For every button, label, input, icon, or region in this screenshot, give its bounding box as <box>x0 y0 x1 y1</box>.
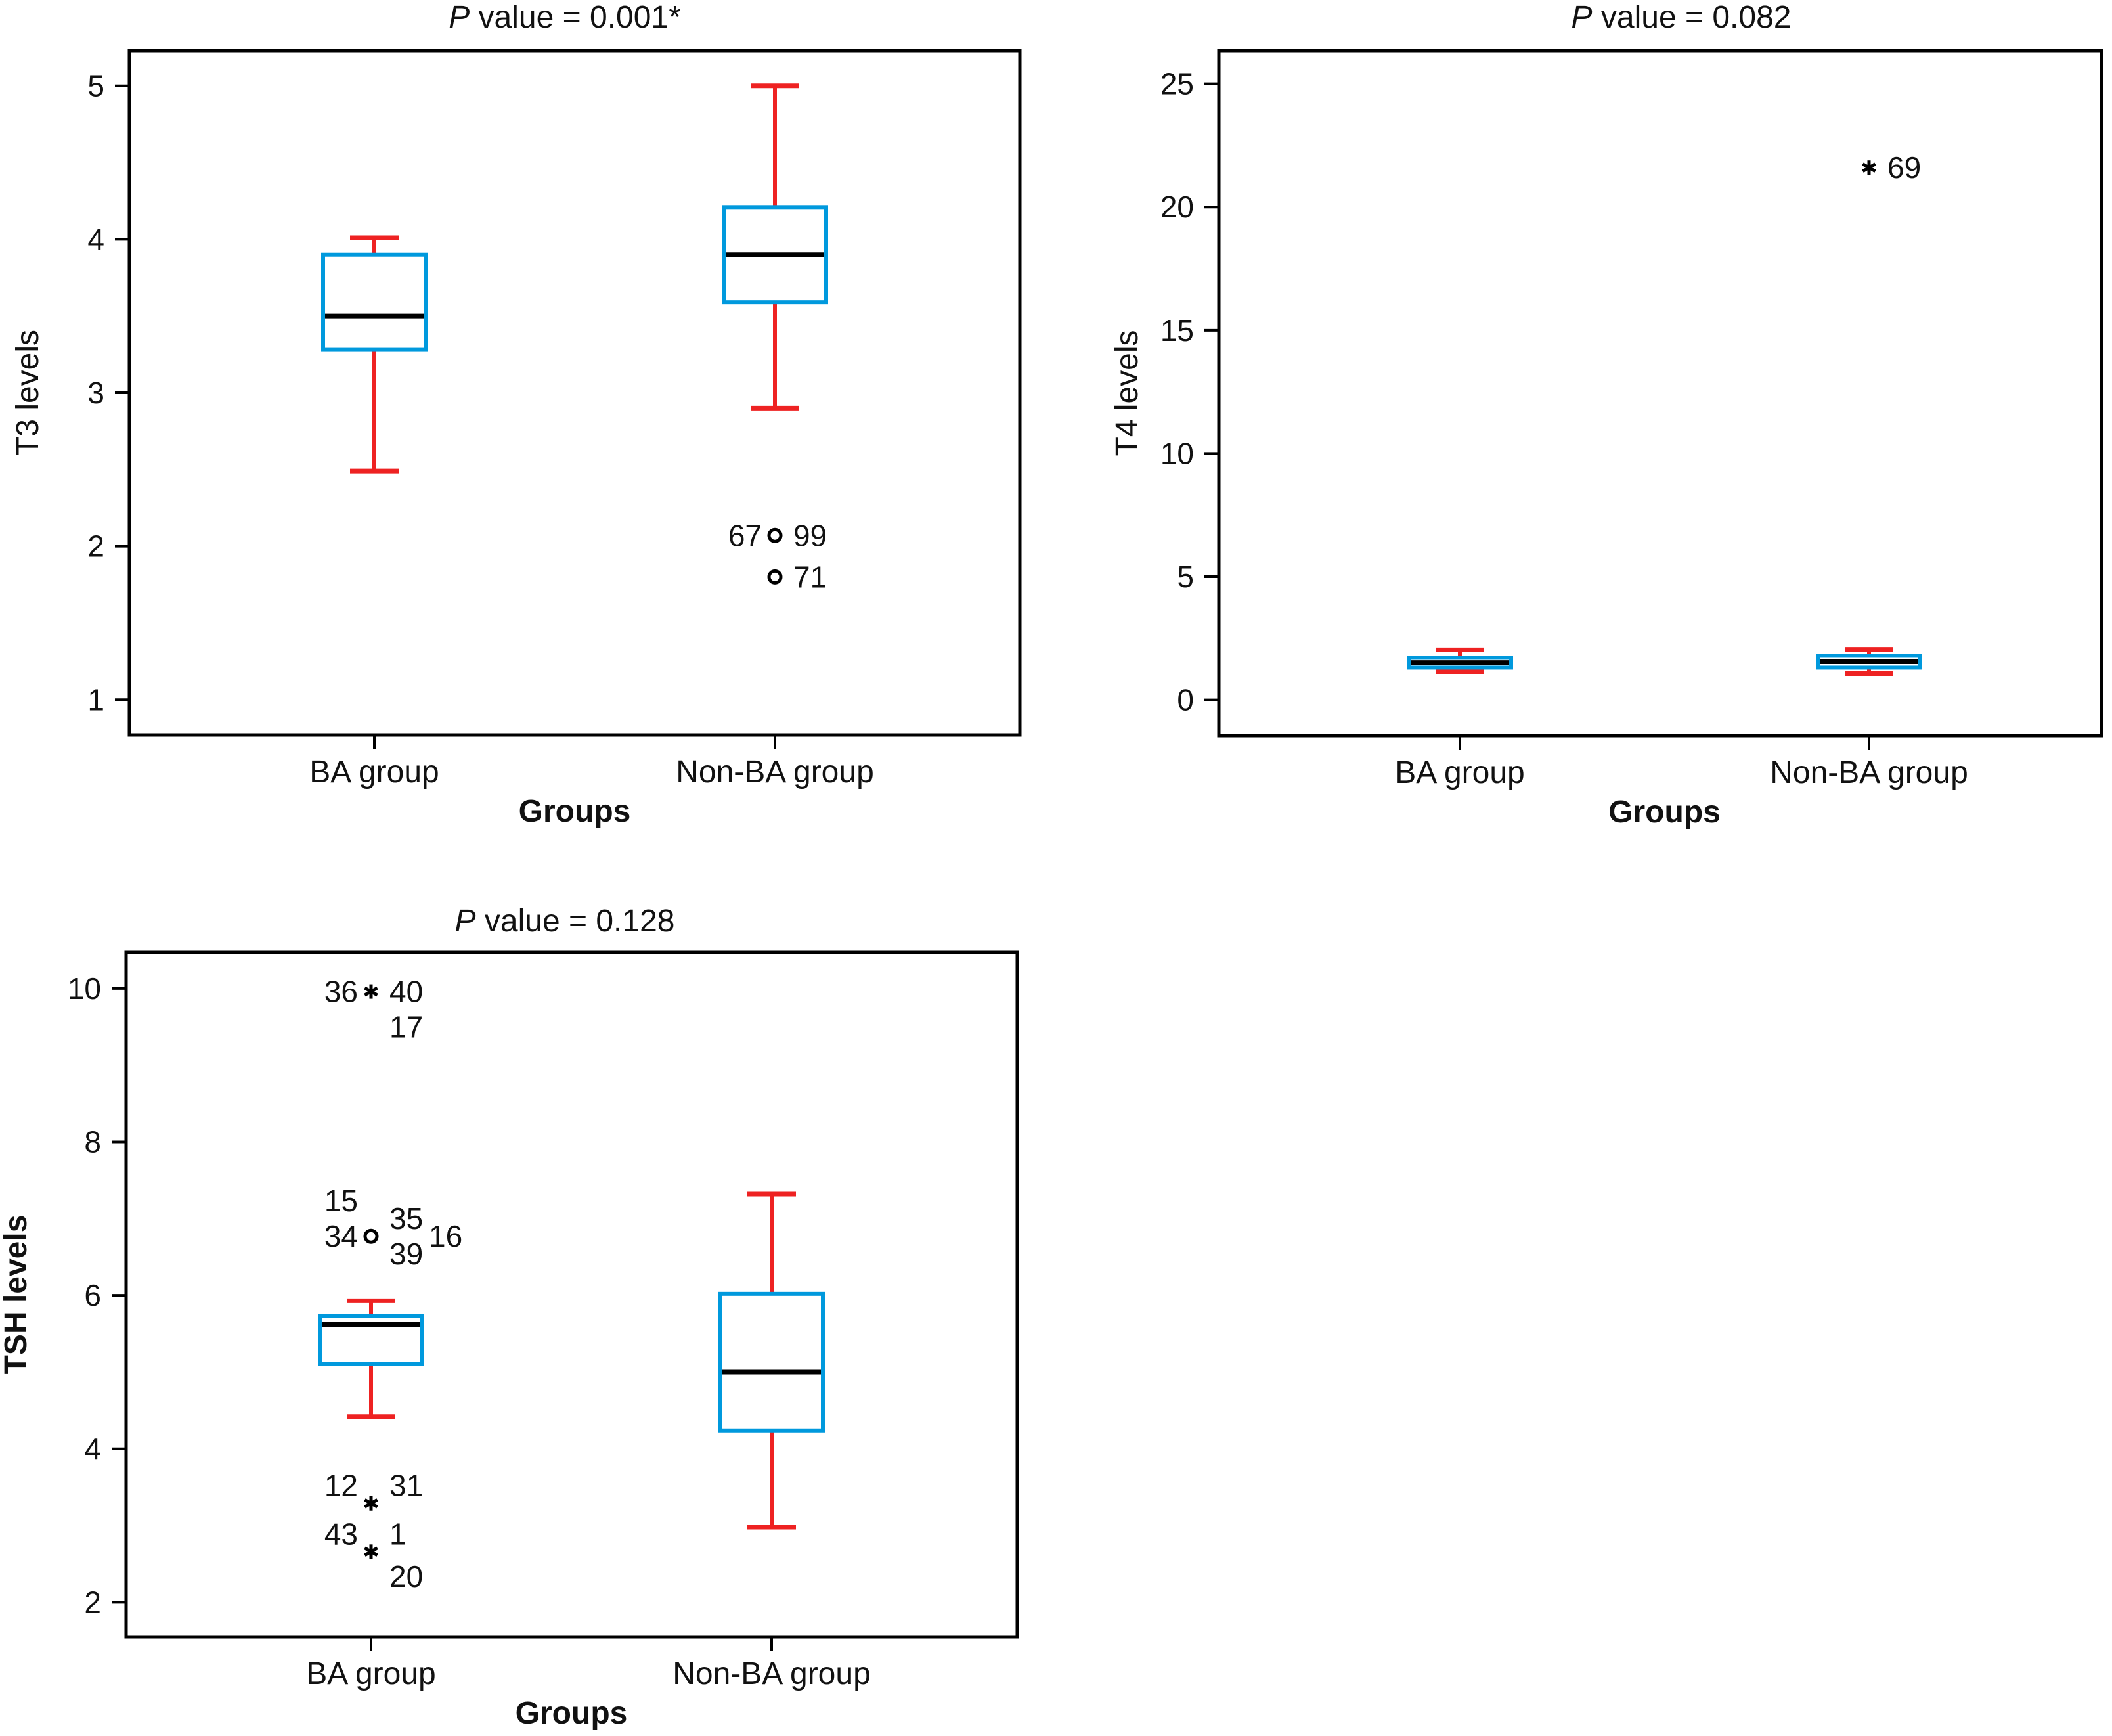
outlier-label: 39 <box>389 1237 423 1271</box>
chart-title: P value = 0.082 <box>1572 0 1792 35</box>
plot-frame <box>1217 49 2103 738</box>
outlier-label: 36 <box>324 975 358 1009</box>
outlier-star-stroke <box>1862 162 1876 173</box>
outlier-label: 43 <box>324 1517 358 1551</box>
box-ba <box>321 235 428 474</box>
chart-title: P value = 0.001* <box>449 0 681 35</box>
y-tick-label: 0 <box>1177 683 1194 717</box>
y-tick-label: 2 <box>84 1585 101 1619</box>
x-category-label: BA group <box>309 755 439 790</box>
x-category-label: BA group <box>1395 755 1524 790</box>
y-axis-title: T3 levels <box>11 330 45 456</box>
y-tick-label: 5 <box>1177 560 1194 594</box>
title-text: value = 0.128 <box>476 904 675 939</box>
y-axis-title: T4 levels <box>1110 330 1145 456</box>
outlier-label: 17 <box>389 1010 423 1044</box>
y-tick-label: 3 <box>87 376 104 410</box>
title-text: value = 0.082 <box>1593 0 1792 35</box>
y-axis-title: TSH levels <box>0 1215 33 1375</box>
plot-frame <box>124 950 1019 1639</box>
y-tick-label: 4 <box>87 222 104 256</box>
title-p-italic: P <box>455 904 476 939</box>
box-non-ba: 69 <box>1816 150 1922 676</box>
outlier-circle <box>363 1228 379 1244</box>
panel-t3-boxplot: P value = 0.001* 1 2 3 4 5 T3 levels BA group No… <box>11 0 1022 829</box>
iqr-box <box>321 252 428 352</box>
y-tick-label: 4 <box>84 1432 101 1466</box>
box-ba <box>1407 647 1513 674</box>
y-tick-label: 2 <box>87 529 104 564</box>
outlier-label: 1 <box>389 1517 407 1551</box>
y-tick-label: 10 <box>1160 436 1194 470</box>
outlier-label: 71 <box>793 560 827 594</box>
outlier-label: 99 <box>793 518 827 552</box>
outlier-star <box>1862 160 1876 175</box>
plot-frame <box>127 49 1022 737</box>
x-category-label: Non-BA group <box>1770 755 1968 790</box>
title-text: value = 0.001* <box>470 0 681 35</box>
outlier-label: 15 <box>324 1184 358 1218</box>
outlier-star <box>364 984 378 999</box>
outlier-star-stroke <box>364 986 378 997</box>
outlier-star-stroke <box>364 1498 378 1509</box>
outlier-star <box>364 1496 378 1511</box>
outlier-label: 69 <box>1887 150 1921 185</box>
outlier-label: 40 <box>389 975 423 1009</box>
y-tick-label: 15 <box>1160 313 1194 347</box>
outlier-circle <box>767 527 783 543</box>
outlier-star-stroke <box>364 1546 378 1557</box>
iqr-box <box>718 1291 825 1433</box>
outlier-label: 31 <box>389 1469 423 1503</box>
y-tick-label: 10 <box>68 971 101 1006</box>
outlier-label: 67 <box>728 518 762 552</box>
chart-title: P value = 0.128 <box>455 904 675 939</box>
y-tick-label: 6 <box>84 1278 101 1312</box>
y-tick-label: 8 <box>84 1125 101 1159</box>
outlier-star <box>364 1544 378 1559</box>
outlier-label: 35 <box>389 1201 423 1235</box>
x-axis-title: Groups <box>519 794 631 829</box>
title-p-italic: P <box>1572 0 1593 35</box>
y-tick-label: 5 <box>87 69 104 103</box>
y-tick-label: 1 <box>87 682 104 717</box>
outlier-label: 16 <box>429 1219 462 1253</box>
y-tick-label: 25 <box>1160 67 1194 101</box>
panel-t4-boxplot: P value = 0.082 0 5 10 15 20 25 T4 levels BA gro… <box>1110 0 2103 830</box>
x-category-label: Non-BA group <box>676 755 874 790</box>
title-p-italic: P <box>449 0 470 35</box>
outlier-circle <box>767 569 783 585</box>
outlier-label: 34 <box>324 1219 358 1253</box>
panel-tsh-boxplot: P value = 0.128 2 4 6 8 10 TSH levels BA group N… <box>0 904 1019 1731</box>
outlier-label: 12 <box>324 1469 358 1503</box>
x-axis-title: Groups <box>516 1696 628 1731</box>
box-non-ba <box>718 1191 825 1530</box>
x-category-label: Non-BA group <box>672 1657 871 1691</box>
x-axis-title: Groups <box>1608 795 1721 830</box>
y-tick-label: 20 <box>1160 190 1194 224</box>
outlier-label: 20 <box>389 1559 423 1593</box>
x-category-label: BA group <box>306 1657 435 1691</box>
box-non-ba: 67 99 71 <box>722 83 828 594</box>
